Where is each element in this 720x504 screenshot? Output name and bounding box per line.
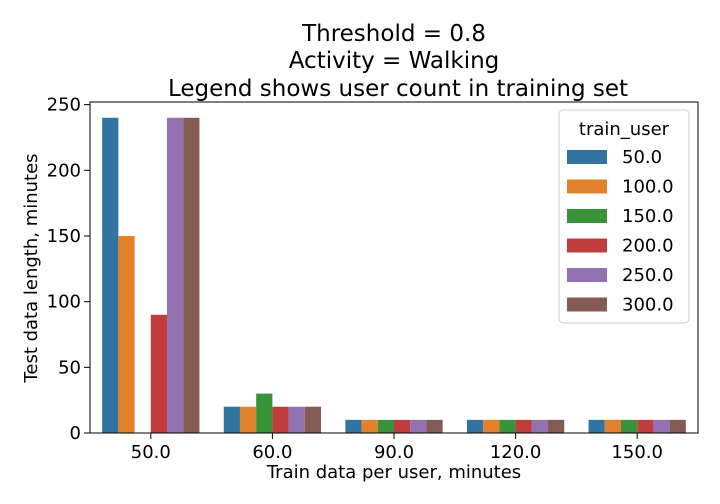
legend-swatch [567, 150, 607, 164]
bar-150.0-150.0 [620, 419, 638, 433]
bar-300.0-60.0 [304, 406, 322, 433]
legend: train_user 50.0 100.0 150.0 200.0 250.0 300.0 [558, 109, 690, 324]
plot-bars [102, 117, 686, 433]
x-tick-label: 90.0 [374, 442, 414, 463]
bar-100.0-90.0 [361, 419, 378, 433]
x-axis: 50.0 60.0 90.0 120.0 150.0 [131, 433, 663, 463]
bar-300.0-150.0 [669, 419, 686, 433]
y-axis: 0 50 100 150 200 250 [47, 95, 90, 444]
bar-200.0-150.0 [637, 419, 654, 433]
bar-300.0-90.0 [426, 419, 443, 433]
title-line-3: Legend shows user count in training set [168, 76, 628, 102]
y-tick-label: 0 [70, 423, 81, 444]
legend-title: train_user [579, 119, 670, 140]
bar-50.0-60.0 [223, 406, 240, 433]
bar-200.0-50.0 [150, 314, 168, 433]
legend-swatch [567, 179, 607, 194]
legend-entry-label: 300.0 [622, 295, 674, 316]
bar-50.0-150.0 [588, 419, 605, 433]
x-tick-label: 150.0 [611, 442, 663, 463]
legend-swatch [567, 268, 607, 282]
bar-250.0-120.0 [531, 419, 549, 433]
title-line-1: Threshold = 0.8 [301, 21, 486, 47]
y-tick-label: 100 [47, 292, 81, 313]
x-tick-label: 120.0 [490, 442, 542, 463]
legend-swatch [567, 209, 607, 223]
bar-50.0-120.0 [466, 419, 484, 433]
bar-300.0-50.0 [183, 117, 200, 433]
bar-200.0-60.0 [272, 406, 289, 433]
bar-150.0-60.0 [256, 393, 273, 433]
bar-300.0-120.0 [548, 419, 565, 433]
bar-100.0-60.0 [239, 406, 257, 433]
bar-50.0-50.0 [102, 117, 119, 433]
plot-frame [89, 101, 699, 434]
bar-250.0-60.0 [288, 406, 305, 433]
bar-200.0-90.0 [394, 419, 411, 433]
bar-250.0-50.0 [167, 117, 184, 433]
bar-150.0-90.0 [377, 419, 394, 433]
y-tick-label: 250 [47, 95, 81, 116]
legend-entry-label: 200.0 [622, 236, 674, 257]
legend-entry-label: 50.0 [622, 147, 662, 168]
legend-entry-label: 150.0 [622, 206, 674, 227]
bar-200.0-120.0 [515, 419, 532, 433]
y-tick-label: 200 [47, 160, 81, 181]
bar-250.0-90.0 [410, 419, 427, 433]
bar-100.0-150.0 [604, 419, 621, 433]
legend-entry-label: 250.0 [622, 265, 674, 286]
bar-100.0-120.0 [483, 419, 500, 433]
chart-title: Threshold = 0.8 Activity = Walking Legen… [168, 21, 628, 102]
bar-150.0-120.0 [499, 419, 516, 433]
x-axis-label: Train data per user, minutes [266, 462, 521, 483]
legend-swatch [567, 297, 607, 312]
title-line-2: Activity = Walking [289, 48, 500, 74]
x-tick-label: 50.0 [131, 442, 171, 463]
legend-entry-label: 100.0 [622, 177, 674, 198]
legend-swatch [567, 238, 607, 253]
bar-50.0-90.0 [345, 419, 362, 433]
bar-100.0-50.0 [118, 235, 135, 433]
y-tick-label: 50 [58, 357, 81, 378]
y-axis-label: Test data length, minutes [21, 153, 42, 383]
bar-250.0-150.0 [653, 419, 670, 433]
x-tick-label: 60.0 [252, 442, 292, 463]
y-tick-label: 150 [47, 226, 81, 247]
